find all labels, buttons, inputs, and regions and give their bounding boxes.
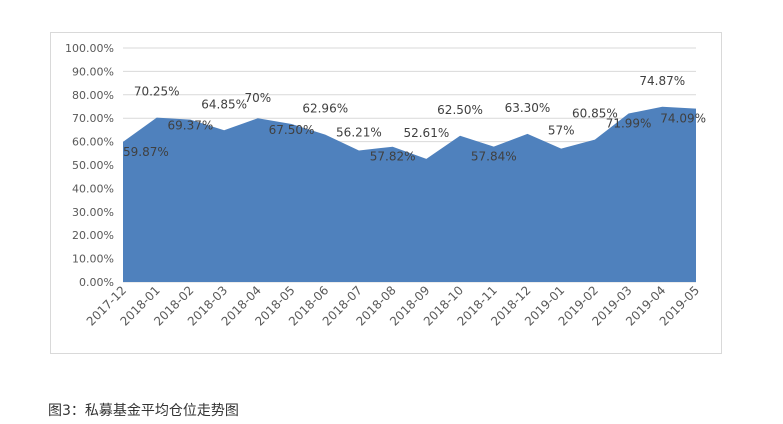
data-label: 62.96% <box>302 102 348 116</box>
data-label: 64.85% <box>201 97 247 111</box>
y-tick-label: 40.00% <box>72 182 114 195</box>
data-label: 74.87% <box>639 74 685 88</box>
area-series <box>123 106 696 282</box>
figure-caption: 图3：私募基金平均仓位走势图 <box>48 403 239 419</box>
data-label: 57.84% <box>471 150 517 164</box>
y-tick-label: 30.00% <box>72 206 114 219</box>
y-tick-label: 70.00% <box>72 112 114 125</box>
data-label: 62.50% <box>437 103 483 117</box>
data-label: 56.21% <box>336 125 382 139</box>
data-label: 70% <box>244 91 271 105</box>
y-tick-label: 100.00% <box>65 42 114 55</box>
data-label: 57% <box>548 124 575 138</box>
y-tick-label: 20.00% <box>72 229 114 242</box>
data-label: 52.61% <box>403 126 449 140</box>
area-fill <box>123 106 696 282</box>
y-tick-label: 90.00% <box>72 65 114 78</box>
data-label: 71.99% <box>606 117 652 131</box>
y-tick-label: 10.00% <box>72 253 114 266</box>
data-label: 63.30% <box>505 101 551 115</box>
data-label: 69.37% <box>168 119 214 133</box>
data-label: 59.87% <box>123 145 169 159</box>
y-tick-label: 80.00% <box>72 89 114 102</box>
y-tick-label: 0.00% <box>79 276 114 289</box>
data-label: 57.82% <box>370 150 416 164</box>
data-labels: 59.87% 70.25% 69.37% 64.85%70% 67.50% 62.96% 5… <box>123 74 706 164</box>
y-tick-label: 50.00% <box>72 159 114 172</box>
data-label: 70.25% <box>134 85 180 99</box>
y-axis-ticks: 0.00% 10.00% 20.00% 30.00% 40.00% 50.00% 60.00… <box>65 42 114 289</box>
data-label: 60.85% <box>572 107 618 121</box>
x-axis-ticks: 2017-122018-012018-022018-032018-042018-… <box>84 283 702 328</box>
data-label: 67.50% <box>269 123 315 137</box>
data-label: 74.09% <box>660 112 706 126</box>
y-tick-label: 60.00% <box>72 136 114 149</box>
